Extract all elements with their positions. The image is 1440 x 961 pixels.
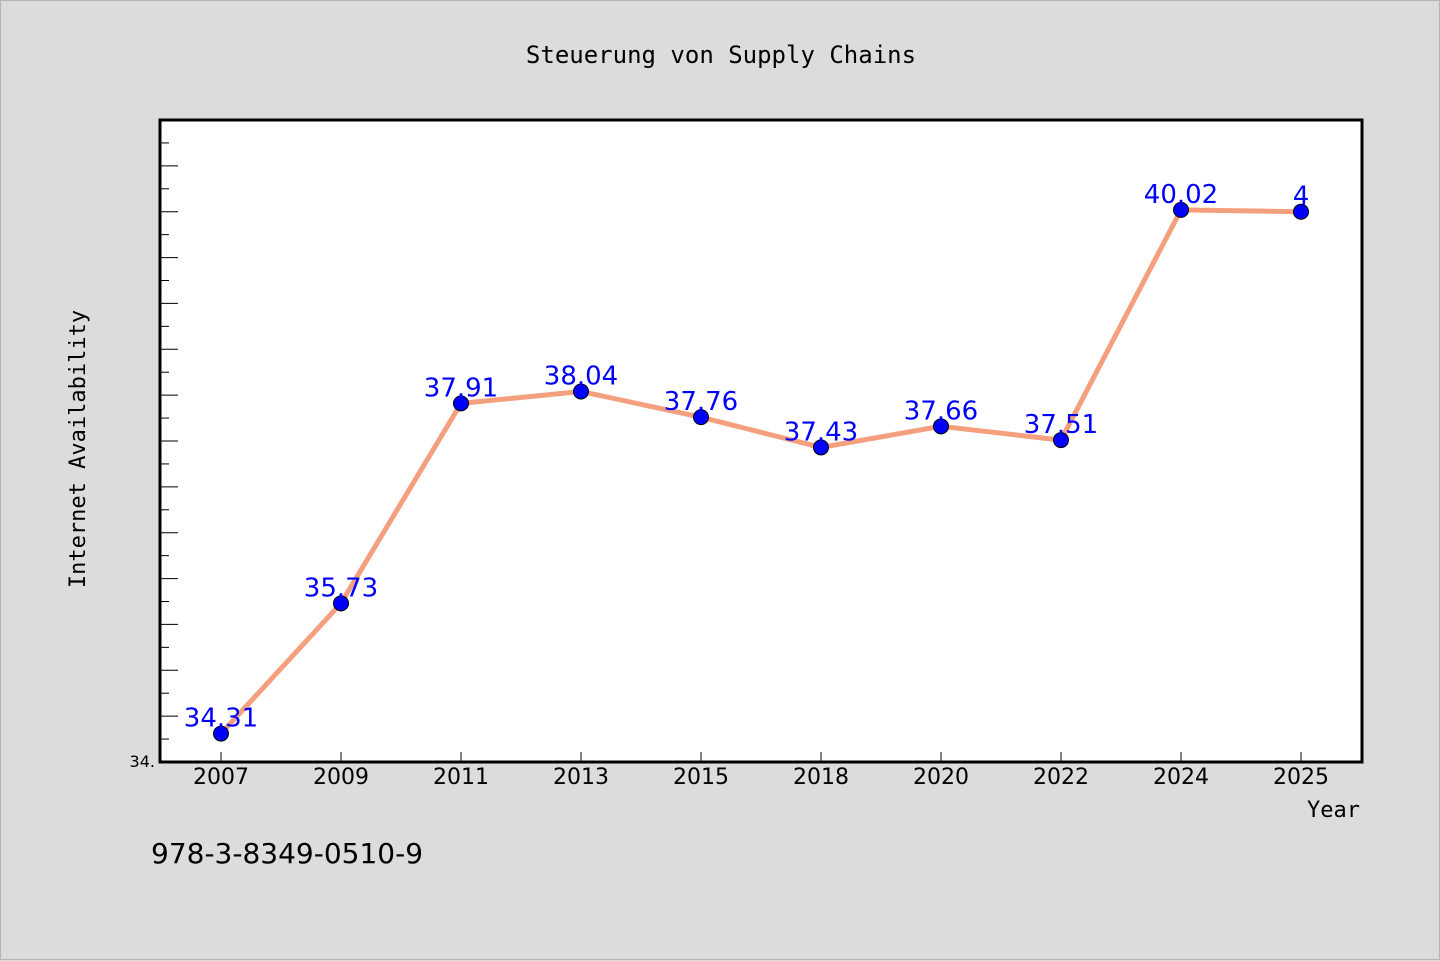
data-point (813, 439, 829, 456)
x-tick-label: 2018 (793, 765, 849, 790)
data-point (1293, 203, 1309, 220)
series-layer: 34.31 35.73 37.91 38.04 37.76 37.43 37.66 37.51… (184, 180, 1310, 742)
x-tick-label: 2007 (193, 765, 249, 790)
data-label: 37.51 (1024, 410, 1098, 440)
data-point (1173, 201, 1189, 218)
x-tick-label: 2024 (1153, 765, 1209, 790)
y-axis-min-label: 34. (130, 752, 155, 771)
data-label: 38.04 (544, 361, 618, 391)
chart-title: Steuerung von Supply Chains (526, 41, 916, 69)
data-label: 34.31 (184, 704, 258, 734)
data-label: 4 (1293, 182, 1310, 212)
x-axis-ticks: 2007 2009 2011 2013 2015 2018 2020 2022 2024 2025 (193, 752, 1329, 790)
x-tick-label: 2015 (673, 765, 729, 790)
x-tick-label: 2009 (313, 765, 369, 790)
x-tick-label: 2025 (1273, 765, 1329, 790)
data-label: 37.76 (664, 387, 738, 417)
data-label: 37.43 (784, 417, 858, 447)
data-point (1053, 432, 1069, 449)
data-point (333, 595, 349, 612)
y-axis-title: Internet Availability (66, 310, 91, 588)
x-tick-label: 2020 (913, 765, 969, 790)
series-line (218, 207, 1304, 737)
x-tick-label: 2022 (1033, 765, 1089, 790)
data-label: 37.91 (424, 373, 498, 403)
plot-area (158, 118, 1364, 764)
data-label: 35.73 (304, 573, 378, 603)
x-axis-title: Year (1307, 798, 1360, 823)
data-point (453, 395, 469, 412)
x-tick-label: 2013 (553, 765, 609, 790)
data-point (933, 418, 949, 435)
data-point (213, 725, 229, 742)
data-label: 40.02 (1144, 180, 1218, 210)
isbn-caption: 978-3-8349-0510-9 (151, 837, 423, 870)
y-axis-ticks (160, 119, 178, 763)
data-point (573, 383, 589, 400)
data-label: 37.66 (904, 396, 978, 426)
data-point (693, 409, 709, 426)
x-tick-label: 2011 (433, 765, 489, 790)
